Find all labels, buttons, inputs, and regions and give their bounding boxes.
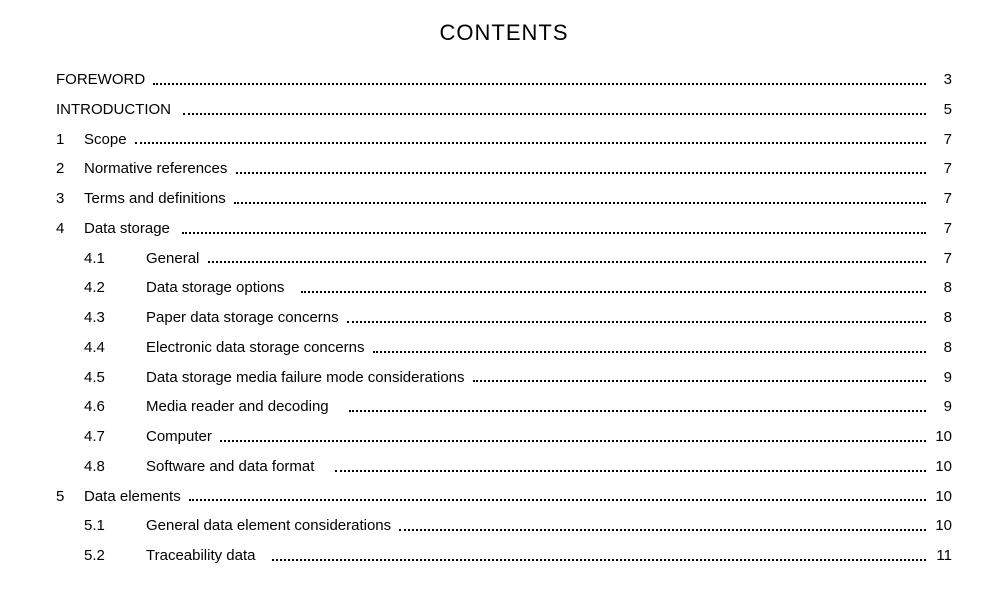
toc-entry: 5Data elements 10	[56, 489, 952, 505]
toc-entry-number: 5.2	[84, 548, 146, 563]
toc-entry: 5.1General data element considerations 1…	[56, 518, 952, 534]
toc-leader-dots	[236, 161, 926, 174]
toc-entry-page: 7	[930, 132, 952, 147]
toc-entry-title: Data elements	[84, 489, 185, 504]
toc-entry: 2Normative references 7	[56, 161, 952, 177]
toc-entry-title: Data storage options	[146, 280, 297, 295]
toc-entry-number: 4.2	[84, 280, 146, 295]
toc-entry-title: FOREWORD	[56, 72, 149, 87]
toc-entry: 4.5Data storage media failure mode consi…	[56, 370, 952, 386]
toc-leader-dots	[301, 280, 926, 293]
toc-entry-page: 10	[930, 518, 952, 533]
toc-entry-page: 3	[930, 72, 952, 87]
toc-entry-page: 9	[930, 370, 952, 385]
toc-entry: 4.2Data storage options 8	[56, 280, 952, 296]
toc-entry-page: 9	[930, 399, 952, 414]
toc-entry-page: 8	[930, 340, 952, 355]
toc-entry-title: Paper data storage concerns	[146, 310, 343, 325]
toc-entry-number: 1	[56, 132, 84, 147]
toc-entry-number: 4.7	[84, 429, 146, 444]
toc-entry: INTRODUCTION 5	[56, 102, 952, 118]
toc-entry-title: Software and data format	[146, 459, 331, 474]
toc-entry-page: 7	[930, 161, 952, 176]
toc-entry: 4.4Electronic data storage concerns 8	[56, 340, 952, 356]
toc-leader-dots	[373, 340, 926, 353]
toc-leader-dots	[347, 310, 926, 323]
toc-leader-dots	[272, 548, 926, 561]
toc-leader-dots	[234, 191, 926, 204]
toc-leader-dots	[399, 518, 926, 531]
toc-leader-dots	[135, 132, 926, 145]
toc-entry-page: 10	[930, 459, 952, 474]
contents-heading: CONTENTS	[56, 20, 952, 46]
toc-entry-number: 4.4	[84, 340, 146, 355]
toc-entry: 4.3Paper data storage concerns 8	[56, 310, 952, 326]
toc-entry: 5.2Traceability data 11	[56, 548, 952, 564]
toc-entry: 4Data storage 7	[56, 221, 952, 237]
toc-entry-title: General	[146, 251, 204, 266]
toc-entry-number: 4.5	[84, 370, 146, 385]
toc-entry: 3Terms and definitions 7	[56, 191, 952, 207]
toc-entry-title: Traceability data	[146, 548, 268, 563]
toc-entry-page: 10	[930, 429, 952, 444]
toc-leader-dots	[153, 72, 926, 85]
toc-entry-title: General data element considerations	[146, 518, 395, 533]
toc-entry-number: 2	[56, 161, 84, 176]
toc-leader-dots	[349, 399, 926, 412]
toc-entry: 4.8Software and data format 10	[56, 459, 952, 475]
toc-entry-number: 4.3	[84, 310, 146, 325]
toc-entry: FOREWORD 3	[56, 72, 952, 88]
toc-entry-page: 8	[930, 280, 952, 295]
toc-entry-number: 4.1	[84, 251, 146, 266]
toc-entry-title: Terms and definitions	[84, 191, 230, 206]
toc-leader-dots	[473, 370, 926, 383]
toc-entry-page: 7	[930, 251, 952, 266]
toc-entry-page: 7	[930, 191, 952, 206]
toc-entry-number: 4	[56, 221, 84, 236]
toc-entry: 4.7Computer 10	[56, 429, 952, 445]
toc-entry-title: Electronic data storage concerns	[146, 340, 369, 355]
document-page: CONTENTS FOREWORD 3 INTRODUCTION 5 1Scope …	[0, 0, 1008, 564]
toc-entry: 4.1General 7	[56, 251, 952, 267]
toc-entry-number: 4.8	[84, 459, 146, 474]
toc-entry-page: 11	[930, 548, 952, 563]
toc-leader-dots	[183, 102, 926, 115]
toc-entry-number: 5	[56, 489, 84, 504]
toc-leader-dots	[182, 221, 926, 234]
toc-entry-title: Data storage media failure mode consider…	[146, 370, 469, 385]
toc-leader-dots	[208, 251, 926, 264]
toc-entry-page: 5	[930, 102, 952, 117]
toc-entry-title: Data storage	[84, 221, 178, 236]
toc-entry-title: Media reader and decoding	[146, 399, 345, 414]
toc-entry-title: INTRODUCTION	[56, 102, 179, 117]
toc-entry: 1Scope 7	[56, 132, 952, 148]
toc-leader-dots	[220, 429, 926, 442]
toc-entry-page: 8	[930, 310, 952, 325]
toc-entry-number: 3	[56, 191, 84, 206]
toc-entry-number: 4.6	[84, 399, 146, 414]
toc-entry: 4.6Media reader and decoding 9	[56, 399, 952, 415]
toc-leader-dots	[189, 489, 926, 502]
toc-leader-dots	[335, 459, 926, 472]
toc-entry-number: 5.1	[84, 518, 146, 533]
table-of-contents: FOREWORD 3INTRODUCTION 51Scope 72Normati…	[56, 72, 952, 564]
toc-entry-title: Computer	[146, 429, 216, 444]
toc-entry-title: Normative references	[84, 161, 232, 176]
toc-entry-title: Scope	[84, 132, 131, 147]
toc-entry-page: 7	[930, 221, 952, 236]
toc-entry-page: 10	[930, 489, 952, 504]
